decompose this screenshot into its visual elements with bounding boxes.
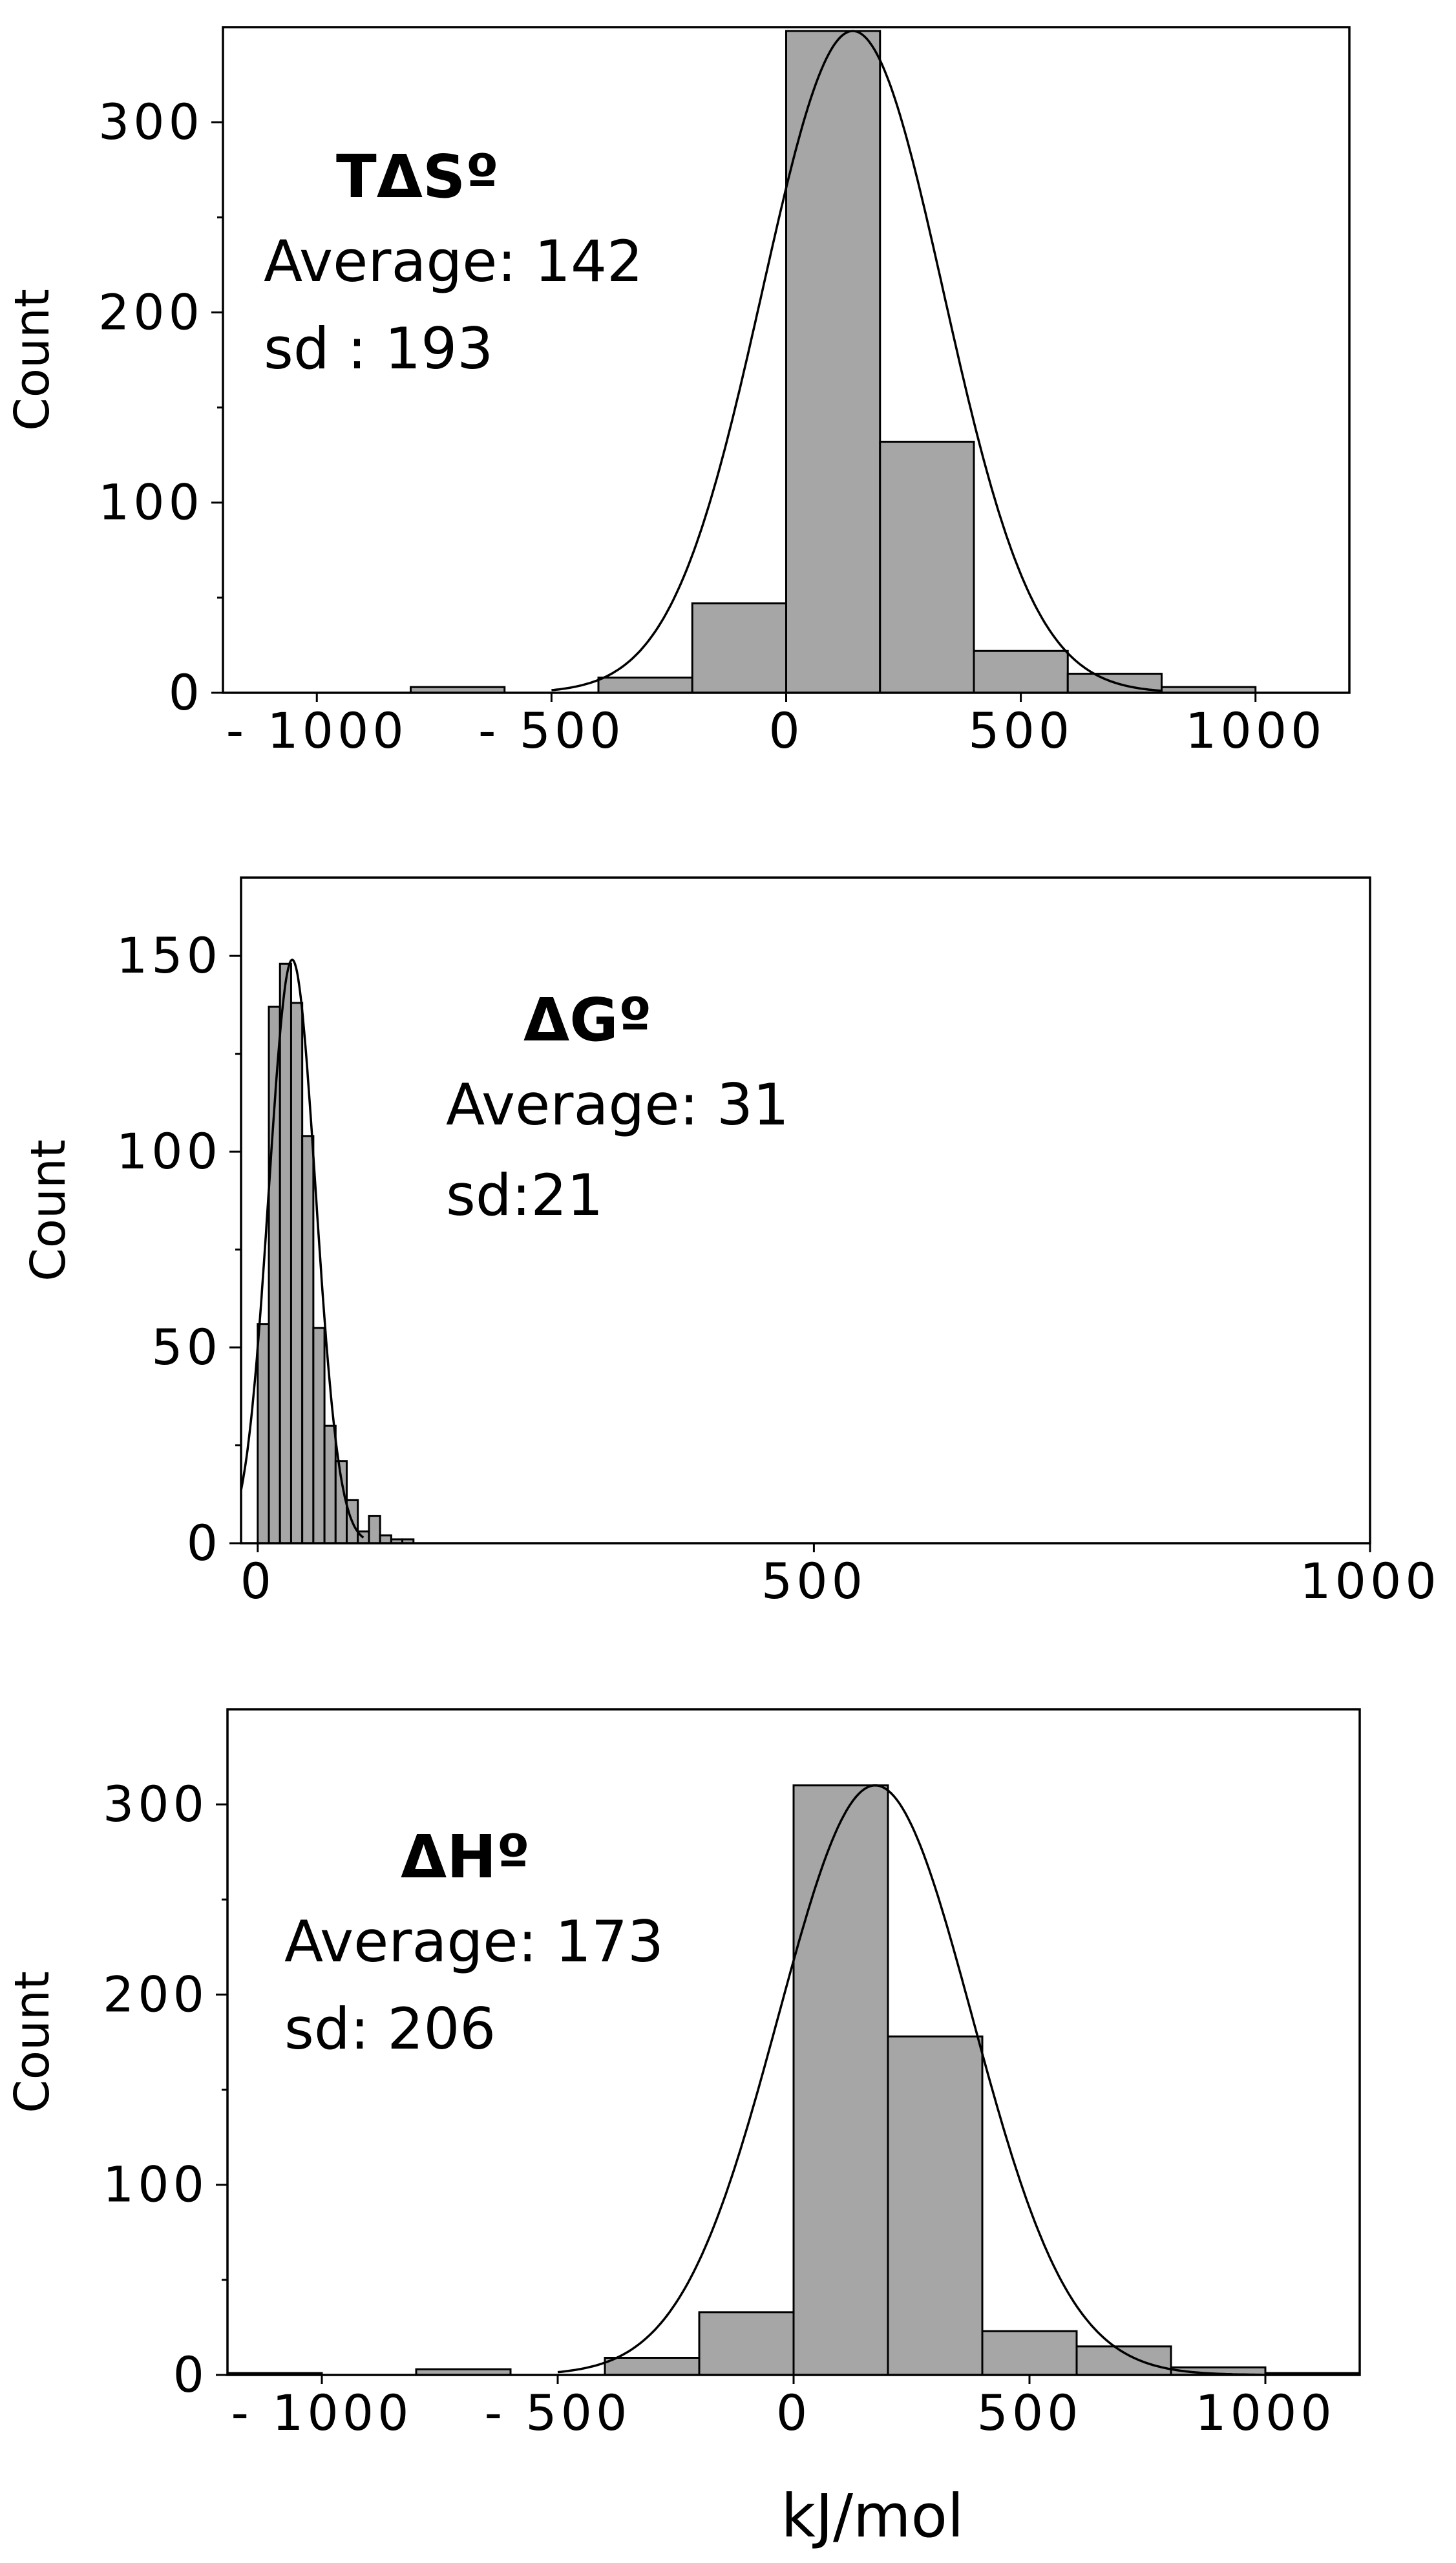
x-tick-label: 500 (761, 1552, 867, 1610)
histogram-panel-2: 0 500 1000 0 50 100 150 Count ΔGº Average: 31 sd:2… (21, 876, 1440, 1610)
y-tick-label: 300 (98, 93, 204, 151)
histogram-bar (268, 1006, 281, 1545)
normal-fit-curve (551, 30, 1162, 692)
x-tick-label: 1000 (1300, 1552, 1440, 1610)
y-tick-label: 300 (103, 1775, 208, 1833)
y-axis-label: Count (21, 1139, 76, 1282)
x-tick-label: - 1000 (226, 702, 408, 759)
y-axis-label: Count (5, 1971, 60, 2113)
histogram-bar (691, 602, 787, 694)
histogram-bar (973, 649, 1069, 694)
y-tick-label: 50 (151, 1318, 222, 1376)
x-tick-label: 500 (976, 2384, 1082, 2442)
y-tick-label: 0 (169, 664, 204, 721)
average-label: Average: 173 (284, 1908, 664, 1975)
histogram-bar (290, 1002, 304, 1545)
x-tick-label: 500 (968, 702, 1073, 759)
x-tick-label: 0 (776, 2384, 811, 2442)
histogram-bar (604, 2357, 701, 2376)
average-label: Average: 142 (264, 228, 643, 295)
y-axis-label: Count (5, 289, 60, 431)
normal-fit-curve (557, 1784, 1265, 2376)
histogram-panel-1: - 1000 - 500 0 500 1000 0 100 200 300 Count TΔSº Av… (5, 26, 1351, 759)
histogram-bar (257, 1323, 270, 1545)
histogram-bar (879, 441, 975, 694)
x-tick-label: 1000 (1195, 2384, 1335, 2442)
x-tick-label: 0 (768, 702, 803, 759)
y-tick-label: 0 (187, 1514, 222, 1572)
y-tick-label: 0 (173, 2346, 208, 2403)
histogram-bar (792, 1784, 889, 2376)
histogram-bar (368, 1515, 381, 1545)
x-tick-label: - 500 (485, 2384, 631, 2442)
histogram-panel-3: - 1000 - 500 0 500 1000 0 100 200 300 Count ΔHº Ave… (5, 1708, 1361, 2442)
x-tick-label: 0 (240, 1552, 275, 1610)
y-tick-label: 100 (116, 1123, 222, 1180)
y-tick-label: 200 (98, 283, 204, 341)
histogram-bar (279, 962, 292, 1545)
sd-label: sd: 206 (284, 1996, 496, 2062)
histogram-bar (887, 2035, 984, 2376)
histogram-bar (379, 1534, 392, 1545)
histogram-bar (785, 30, 881, 694)
quantity-label: ΔGº (523, 986, 652, 1055)
histogram-bar (597, 676, 693, 694)
x-tick-label: - 500 (478, 702, 625, 759)
histogram-bar (301, 1135, 315, 1545)
histogram-bar (323, 1424, 337, 1545)
histogram-bar (312, 1327, 326, 1545)
quantity-label: TΔSº (336, 142, 499, 211)
quantity-label: ΔHº (401, 1822, 530, 1892)
average-label: Average: 31 (446, 1071, 789, 1138)
y-tick-label: 150 (116, 927, 222, 984)
histogram-bar (698, 2311, 795, 2376)
normal-fit-curve (240, 958, 364, 1539)
y-tick-label: 200 (103, 1965, 208, 2023)
x-tick-label: 1000 (1185, 702, 1325, 759)
common-x-axis-label: kJ/mol (781, 2482, 964, 2551)
histogram-bar (1075, 2345, 1172, 2376)
x-tick-label: - 1000 (231, 2384, 413, 2442)
y-tick-label: 100 (103, 2156, 208, 2213)
histogram-bar (981, 2330, 1078, 2376)
sd-label: sd : 193 (264, 315, 493, 382)
sd-label: sd:21 (446, 1162, 603, 1229)
y-tick-label: 100 (98, 474, 204, 531)
plot-frame (240, 876, 1371, 1545)
